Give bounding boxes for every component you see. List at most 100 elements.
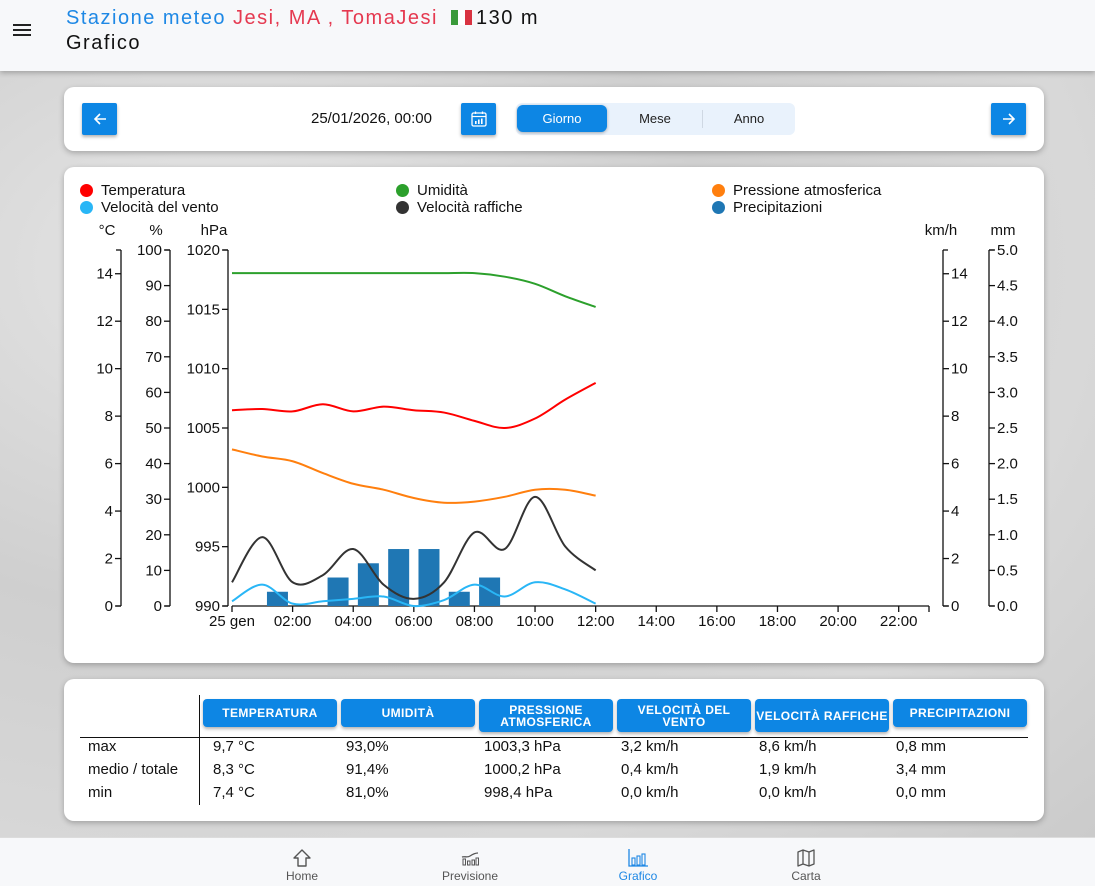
y-tick-label: 40: [145, 456, 162, 473]
y-tick-label: 990: [195, 598, 220, 615]
precip-bar: [448, 591, 470, 606]
col-vento[interactable]: VELOCITÀ DEL VENTO: [617, 699, 751, 732]
table-cell: 0,0 km/h: [621, 784, 679, 801]
legend-dot: [80, 184, 93, 197]
bar-chart-icon: [628, 849, 648, 867]
period-divider: [702, 110, 703, 128]
period-mese[interactable]: Mese: [639, 111, 671, 126]
col-umidita[interactable]: UMIDITÀ: [341, 699, 475, 727]
y-tick-label: 2: [105, 551, 113, 568]
y-tick-label: 1020: [187, 242, 220, 259]
legend-raffiche[interactable]: Velocità raffiche: [396, 199, 523, 216]
table-cell: 81,0%: [346, 784, 389, 801]
y-tick-label: 0: [105, 598, 113, 615]
legend-umidita[interactable]: Umidità: [396, 182, 468, 199]
y-tick-label: 4.5: [997, 278, 1018, 295]
table-cell: 9,7 °C: [213, 738, 255, 755]
prev-period-button[interactable]: [82, 103, 117, 135]
precip-bar: [266, 591, 288, 606]
humidity-axis-unit: %: [149, 222, 162, 239]
legend-pressione[interactable]: Pressione atmosferica: [712, 182, 881, 199]
y-tick-label: 10: [951, 361, 968, 378]
y-tick-label: 4.0: [997, 313, 1018, 330]
table-cell: 3,4 mm: [896, 761, 947, 778]
col-precipitazioni[interactable]: PRECIPITAZIONI: [893, 699, 1027, 727]
table-cell: 0,0 mm: [896, 784, 947, 801]
wind-line: [231, 581, 597, 608]
y-tick-label: 20: [145, 527, 162, 544]
x-tick-label: 04:00: [334, 613, 372, 630]
legend-label: Precipitazioni: [733, 199, 823, 216]
x-tick-label: 10:00: [516, 613, 554, 630]
period-giorno[interactable]: Giorno: [517, 105, 607, 132]
next-period-button[interactable]: [991, 103, 1026, 135]
legend-vento[interactable]: Velocità del vento: [80, 199, 219, 216]
y-tick-label: 80: [145, 313, 162, 330]
table-cell: 93,0%: [346, 738, 389, 755]
nav-label: Previsione: [441, 869, 499, 883]
table-cell: 0,4 km/h: [621, 761, 679, 778]
y-tick-label: 3.5: [997, 349, 1018, 366]
x-tick-label: 25 gen: [209, 613, 255, 630]
y-tick-label: 12: [96, 313, 113, 330]
precip-bar: [479, 577, 501, 606]
legend-label: Velocità raffiche: [417, 199, 523, 216]
weather-chart: °C02468101214%0102030405060708090100hPa9…: [96, 222, 1018, 630]
map-icon: [797, 849, 815, 867]
legend-dot: [712, 201, 725, 214]
table-divider-vertical: [199, 695, 200, 805]
selected-date[interactable]: 25/01/2026, 00:00: [311, 110, 432, 127]
period-selector: Giorno Mese Anno: [516, 103, 795, 135]
row-label: medio / totale: [88, 761, 179, 778]
home-icon: [293, 849, 311, 867]
col-pressione[interactable]: PRESSIONE ATMOSFERICA: [479, 699, 613, 732]
y-tick-label: 1.0: [997, 527, 1018, 544]
nav-home[interactable]: Home: [262, 838, 342, 886]
col-temperatura[interactable]: TEMPERATURA: [203, 699, 337, 727]
x-tick-label: 22:00: [880, 613, 918, 630]
calendar-button[interactable]: [461, 103, 496, 135]
table-cell: 1000,2 hPa: [484, 761, 561, 778]
y-tick-label: 0: [951, 598, 959, 615]
y-tick-label: 0.5: [997, 562, 1018, 579]
nav-grafico[interactable]: Grafico: [598, 838, 678, 886]
nav-previsione[interactable]: Previsione: [430, 838, 510, 886]
table-cell: 1,9 km/h: [759, 761, 817, 778]
y-tick-label: 1.5: [997, 491, 1018, 508]
pressure-axis-unit: hPa: [201, 222, 228, 239]
y-tick-label: 6: [105, 456, 113, 473]
legend-dot: [396, 201, 409, 214]
table-cell: 8,3 °C: [213, 761, 255, 778]
nav-label: Carta: [791, 869, 821, 883]
app-header: Stazione meteo Jesi, MA , TomaJesi 130 m…: [0, 0, 1095, 71]
x-tick-label: 02:00: [274, 613, 312, 630]
y-tick-label: 1015: [187, 301, 220, 318]
row-label: min: [88, 784, 113, 801]
table-cell: 7,4 °C: [213, 784, 255, 801]
station-title: Stazione meteo Jesi, MA , TomaJesi 130 m: [66, 7, 539, 30]
precip-bar: [327, 577, 349, 606]
chart-card: Temperatura Umidità Pressione atmosferic…: [64, 167, 1044, 663]
y-tick-label: 50: [145, 420, 162, 437]
precip-bar: [357, 563, 379, 606]
y-tick-label: 0.0: [997, 598, 1018, 615]
legend-temperatura[interactable]: Temperatura: [80, 182, 185, 199]
period-anno[interactable]: Anno: [733, 111, 765, 126]
temperature-axis-unit: °C: [99, 222, 116, 239]
hamburger-icon[interactable]: [10, 20, 34, 44]
y-tick-label: 14: [951, 266, 968, 283]
y-tick-label: 1010: [187, 361, 220, 378]
humidity-line: [231, 271, 596, 308]
x-tick-label: 16:00: [698, 613, 736, 630]
pressure-line: [231, 448, 596, 504]
x-tick-label: 08:00: [456, 613, 494, 630]
col-raffiche[interactable]: VELOCITÀ RAFFICHE: [755, 699, 889, 732]
nav-carta[interactable]: Carta: [766, 838, 846, 886]
y-tick-label: 10: [145, 562, 162, 579]
y-tick-label: 8: [951, 408, 959, 425]
legend-precipitazioni[interactable]: Precipitazioni: [712, 199, 822, 216]
y-tick-label: 4: [105, 503, 113, 520]
legend-dot: [80, 201, 93, 214]
date-toolbar: 25/01/2026, 00:00 Giorno Mese Anno: [64, 87, 1044, 151]
summary-table: TEMPERATURA UMIDITÀ PRESSIONE ATMOSFERIC…: [64, 679, 1044, 821]
